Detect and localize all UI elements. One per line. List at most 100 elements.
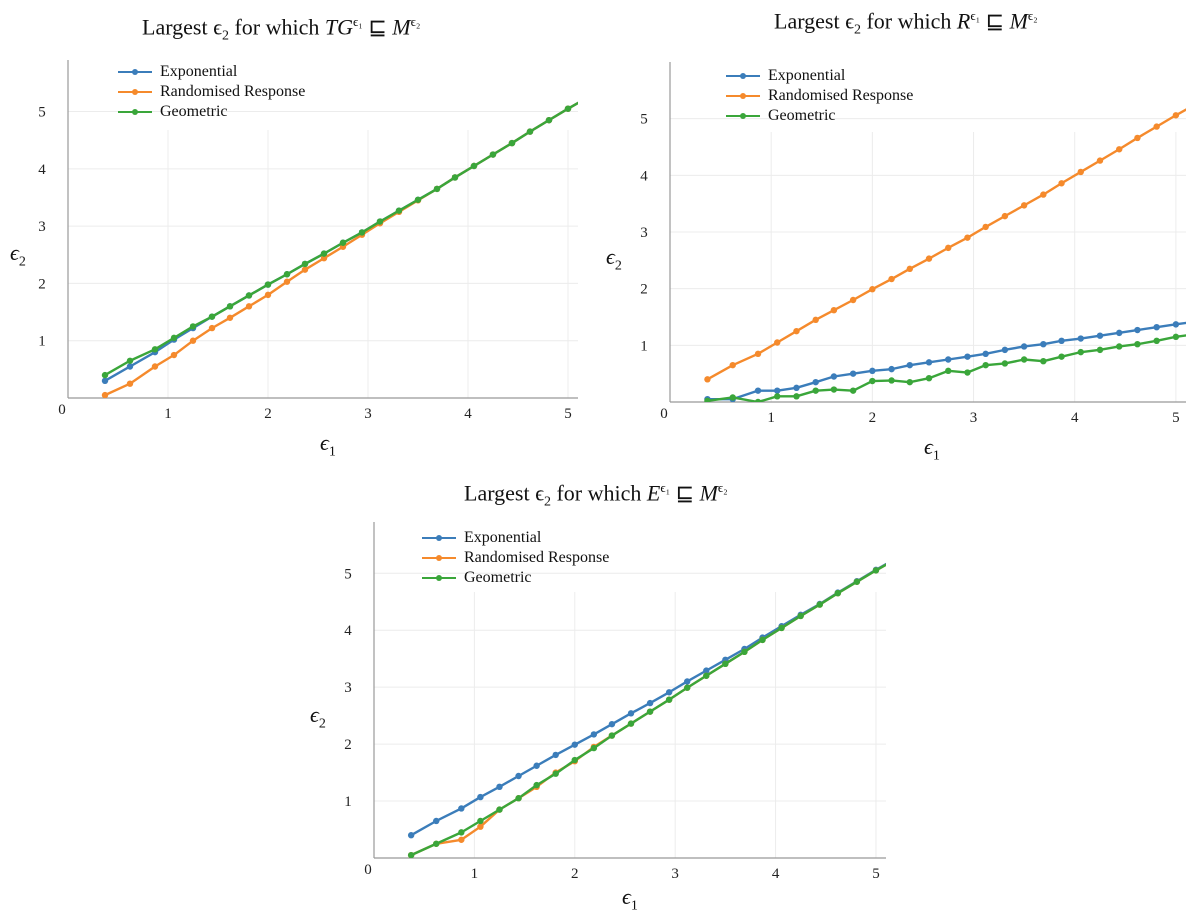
- data-point-geometric: [564, 105, 572, 112]
- data-point-geometric: [526, 128, 534, 135]
- data-point-geometric: [1134, 341, 1141, 348]
- y-tick-label: 3: [344, 680, 352, 696]
- data-point-exponential: [1001, 346, 1009, 354]
- data-point-exponential: [407, 832, 415, 839]
- data-point-exponential: [982, 350, 989, 358]
- data-point-exponential: [608, 720, 616, 728]
- data-point-geometric: [451, 174, 459, 181]
- x-tick-label: 2: [264, 406, 272, 422]
- x-tick-label: 2: [869, 410, 877, 426]
- data-point-randomised-response: [151, 363, 159, 370]
- data-point-randomised-response: [964, 234, 971, 241]
- series-geometric: [101, 94, 590, 379]
- data-point-geometric: [982, 361, 989, 369]
- title-lhs: R: [956, 8, 971, 34]
- chart-title: Largest ϵ2 for which Rϵ₁ ⊑ Mϵ₂: [774, 8, 1038, 39]
- data-point-exponential: [1077, 335, 1084, 342]
- origin-label: 0: [660, 406, 668, 422]
- x-tick-label: 5: [564, 406, 572, 422]
- data-point-geometric: [945, 367, 952, 375]
- data-point-geometric: [571, 756, 578, 764]
- x-axis-label: ϵ1: [320, 430, 336, 460]
- series-line-geometric: [707, 334, 1186, 402]
- data-point-geometric: [759, 636, 766, 644]
- y-axis-label: ϵ2: [10, 240, 26, 270]
- data-point-randomised-response: [849, 296, 857, 304]
- data-point-exponential: [433, 817, 440, 825]
- y-tick-label: 5: [640, 112, 648, 128]
- series-exponential: [704, 321, 1186, 402]
- series-randomised-response: [704, 108, 1186, 383]
- data-point-geometric: [816, 601, 823, 608]
- data-point-geometric: [830, 386, 838, 393]
- x-tick-label: 3: [671, 866, 679, 882]
- x-tick-label: 5: [1172, 410, 1180, 426]
- data-point-exponential: [571, 741, 578, 748]
- data-point-geometric: [774, 393, 781, 400]
- data-point-geometric: [1077, 348, 1084, 356]
- data-point-geometric: [1040, 358, 1047, 365]
- y-tick-label: 2: [38, 276, 46, 292]
- data-point-exponential: [1153, 324, 1160, 331]
- data-point-randomised-response: [1134, 134, 1141, 142]
- data-point-randomised-response: [170, 351, 178, 359]
- data-point-geometric: [126, 357, 134, 364]
- data-point-geometric: [778, 624, 785, 632]
- data-point-exponential: [684, 678, 691, 685]
- data-point-geometric: [414, 196, 422, 203]
- data-point-randomised-response: [982, 223, 989, 231]
- title-rhs: M: [699, 480, 718, 506]
- title-lhs-sup: ϵ₁: [353, 14, 363, 29]
- data-point-exponential: [1116, 329, 1123, 337]
- data-point-geometric: [433, 840, 440, 847]
- data-point-randomised-response: [906, 265, 913, 273]
- title-mid: for which: [228, 14, 325, 40]
- data-point-randomised-response: [1020, 202, 1028, 209]
- data-point-geometric: [964, 369, 971, 376]
- title-rel: ⊑: [980, 8, 1010, 34]
- data-point-exponential: [533, 762, 540, 769]
- data-point-randomised-response: [320, 255, 328, 262]
- data-point-randomised-response: [774, 339, 781, 346]
- title-lhs-sup: ϵ₁: [660, 480, 671, 495]
- data-point-randomised-response: [729, 361, 736, 369]
- x-tick-label: 1: [164, 406, 172, 422]
- data-point-geometric: [646, 708, 654, 715]
- y-axis-label: ϵ2: [310, 702, 326, 732]
- data-point-geometric: [627, 720, 635, 727]
- data-point-geometric: [590, 744, 598, 752]
- plot-area: 1 2 3 4 5 1 2 3 4 5 0: [38, 60, 590, 422]
- data-point-geometric: [189, 323, 197, 330]
- data-point-exponential: [1020, 343, 1028, 350]
- data-point-geometric: [358, 229, 366, 236]
- data-point-geometric: [407, 851, 415, 858]
- data-point-randomised-response: [245, 303, 253, 310]
- data-point-geometric: [585, 94, 590, 100]
- title-rhs-sup: ϵ₂: [1027, 8, 1038, 23]
- title-mid: for which: [860, 8, 957, 34]
- legend-item-exponential: Exponential: [726, 66, 913, 86]
- data-point-geometric: [1001, 360, 1009, 367]
- data-point-geometric: [1058, 353, 1065, 360]
- data-point-exponential: [925, 359, 933, 366]
- data-point-geometric: [812, 387, 819, 394]
- y-tick-label: 1: [344, 794, 352, 810]
- legend-item-randomised: Randomised Response: [422, 548, 609, 568]
- data-point-geometric: [853, 578, 861, 585]
- data-point-geometric: [608, 732, 616, 739]
- data-point-geometric: [729, 394, 736, 401]
- data-point-randomised-response: [585, 94, 590, 100]
- data-point-exponential: [477, 793, 484, 801]
- title-prefix: Largest ϵ: [774, 8, 854, 34]
- legend-label: Exponential: [160, 63, 238, 80]
- data-point-exponential: [812, 378, 819, 386]
- data-point-randomised-response: [1077, 168, 1084, 176]
- series-geometric: [407, 563, 886, 858]
- data-point-exponential: [869, 367, 876, 375]
- data-point-geometric: [245, 292, 253, 299]
- data-point-exponential: [101, 377, 109, 385]
- data-point-randomised-response: [754, 350, 762, 358]
- y-tick-label: 5: [344, 566, 352, 582]
- data-point-geometric: [793, 393, 800, 400]
